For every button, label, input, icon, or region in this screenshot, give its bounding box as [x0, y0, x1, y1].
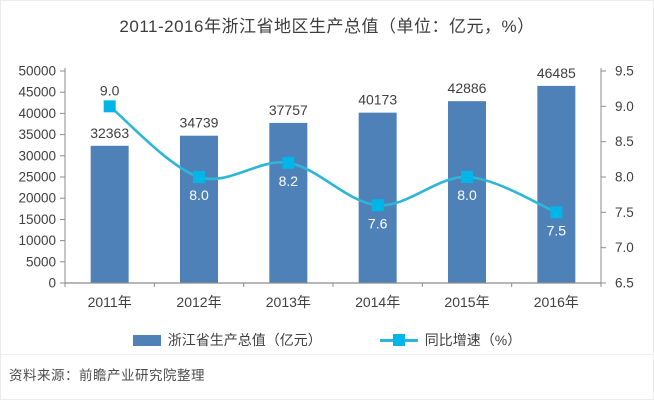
legend-label-growth: 同比增速（%） [424, 332, 522, 348]
line-marker-2011年 [103, 100, 116, 113]
x-tick-label: 2011年 [88, 294, 132, 310]
y-left-tick-label: 20000 [18, 191, 56, 206]
growth-value-label: 7.6 [368, 215, 388, 231]
y-left-tick-label: 5000 [26, 254, 56, 269]
chart-bottom-divider [1, 354, 653, 355]
bar-2014年 [358, 112, 397, 284]
y-left-tick-label: 45000 [18, 85, 56, 100]
line-series-swatch-icon [379, 334, 418, 346]
x-tick-label: 2013年 [266, 294, 311, 310]
y-right-tick-label: 9.5 [615, 64, 634, 79]
y-left-tick-label: 0 [48, 276, 56, 291]
bar-value-label: 37757 [269, 102, 308, 118]
x-tick-label: 2012年 [176, 294, 221, 310]
bar-series-swatch-icon [132, 334, 161, 346]
y-left-tick-label: 25000 [18, 170, 56, 185]
bar-2016年 [537, 85, 576, 283]
y-right-tick-label: 6.5 [615, 276, 634, 291]
bar-value-label: 46485 [537, 65, 576, 81]
growth-value-label: 8.0 [457, 187, 477, 203]
y-right-tick-label: 8.0 [615, 170, 634, 185]
line-marker-2015年 [461, 171, 473, 183]
y-left-tick-label: 35000 [18, 127, 56, 142]
y-left-tick-label: 30000 [18, 148, 56, 163]
line-marker-2013年 [282, 156, 295, 169]
x-tick-label: 2016年 [534, 294, 579, 310]
y-right-tick-label: 7.0 [615, 240, 634, 255]
bar-value-label: 32363 [90, 125, 129, 141]
y-left-tick-label: 40000 [18, 106, 56, 121]
legend: 浙江省生产总值（亿元） 同比增速（%） [1, 330, 653, 350]
line-swatch-marker [392, 334, 405, 346]
growth-line [108, 105, 557, 214]
legend-item-gdp: 浙江省生产总值（亿元） [132, 330, 322, 350]
bar-2015年 [448, 101, 486, 283]
line-marker-2016年 [550, 206, 563, 219]
bar-value-label: 42886 [448, 80, 487, 96]
growth-value-label: 9.0 [100, 82, 120, 98]
y-left-tick-label: 10000 [18, 233, 56, 248]
growth-value-label: 7.5 [547, 222, 567, 238]
legend-label-gdp: 浙江省生产总值（亿元） [167, 332, 322, 348]
x-tick-label: 2015年 [444, 294, 489, 310]
chart-title: 2011-2016年浙江省地区生产总值（单位：亿元，%） [119, 17, 535, 36]
growth-value-label: 8.2 [279, 173, 299, 189]
growth-value-label: 8.0 [189, 187, 209, 203]
bar-2012年 [180, 135, 218, 283]
chart-plot: 32363 34739 37757 40173 42886 46485 0 5000 10000… [18, 64, 634, 311]
y-right-tick-label: 8.5 [615, 134, 634, 149]
bar-2013年 [269, 122, 308, 284]
line-marker-2014年 [371, 199, 384, 212]
y-left-tick-label: 50000 [18, 64, 56, 79]
y-right-tick-label: 7.5 [615, 205, 634, 220]
legend-item-growth: 同比增速（%） [379, 330, 522, 350]
y-right-tick-label: 9.0 [615, 99, 634, 114]
line-marker-2012年 [193, 171, 205, 183]
y-left-tick-label: 15000 [18, 212, 56, 227]
bar-2011年 [90, 145, 129, 283]
bar-value-label: 34739 [180, 115, 219, 131]
x-tick-label: 2014年 [355, 294, 400, 310]
bar-value-label: 40173 [358, 92, 397, 108]
source-note: 资料来源：前瞻产业研究院整理 [9, 368, 205, 383]
